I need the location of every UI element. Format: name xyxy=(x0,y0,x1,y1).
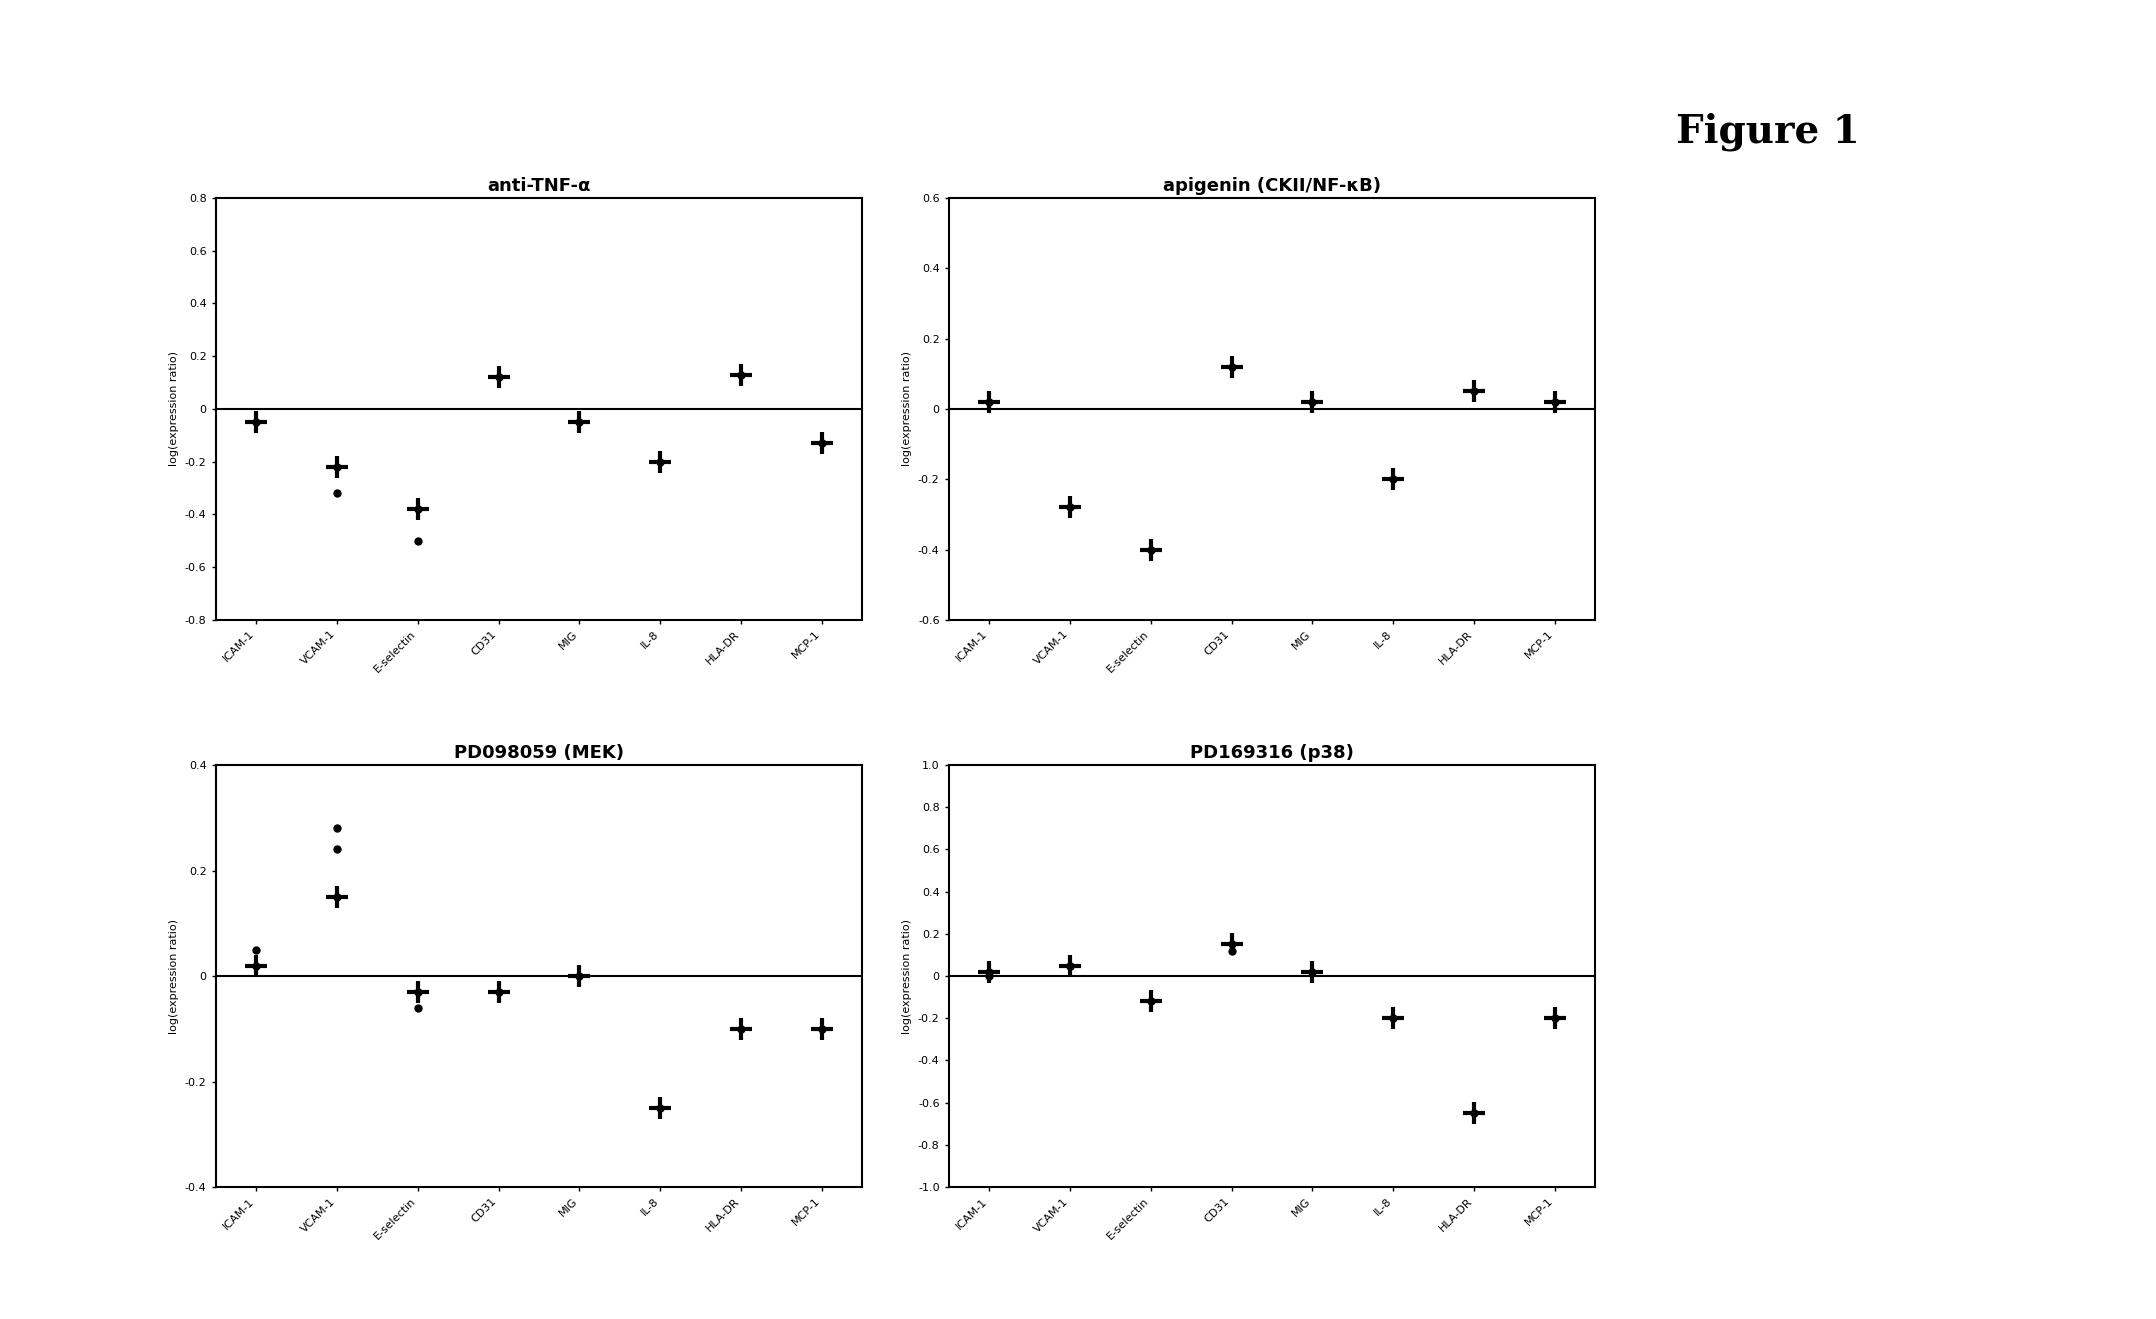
Title: PD169316 (p38): PD169316 (p38) xyxy=(1190,744,1354,762)
Title: apigenin (CKII/NF-κB): apigenin (CKII/NF-κB) xyxy=(1162,177,1382,195)
Text: Figure 1: Figure 1 xyxy=(1675,112,1861,152)
Y-axis label: log(expression ratio): log(expression ratio) xyxy=(903,918,912,1034)
Y-axis label: log(expression ratio): log(expression ratio) xyxy=(903,351,912,467)
Y-axis label: log(expression ratio): log(expression ratio) xyxy=(170,351,179,467)
Title: anti-TNF-α: anti-TNF-α xyxy=(487,177,591,195)
Title: PD098059 (MEK): PD098059 (MEK) xyxy=(455,744,623,762)
Y-axis label: log(expression ratio): log(expression ratio) xyxy=(170,918,179,1034)
